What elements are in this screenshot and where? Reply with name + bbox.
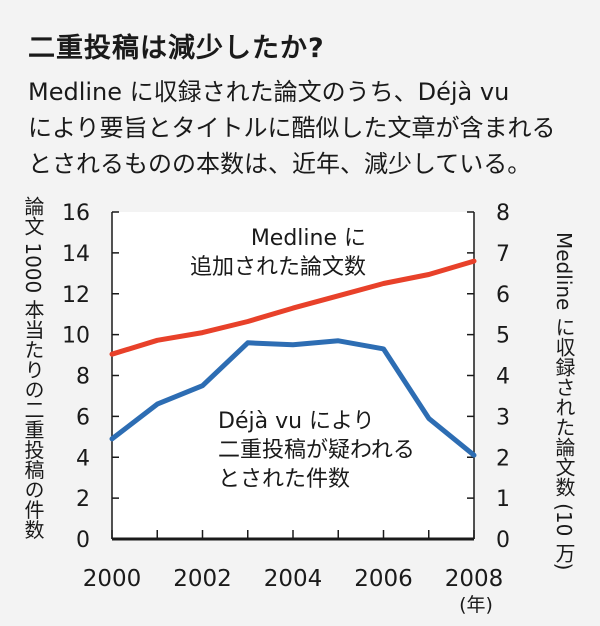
y-left-tick-label: 6 [76,405,90,430]
y-left-tick-label: 2 [76,487,90,512]
x-tick-label: 2006 [354,566,413,592]
y-right-tick-label: 4 [496,365,510,390]
red-series-label-line-2: 追加された論文数 [190,255,367,280]
red-series-label: Medline に 追加された論文数 [190,224,366,282]
y-left-tick-label: 10 [62,324,90,349]
y-right-tick-label: 1 [496,487,510,512]
red-series-label-line-1: Medline に [250,226,367,251]
y-right-tick-label: 5 [496,324,510,349]
y-left-tick-label: 16 [62,201,90,226]
y-right-tick-label: 6 [496,283,510,308]
y-axis-left-label: 論文 1000 本当たりの二重投稿の件数 [21,196,45,540]
y-axis-right-label: Medline に収録された論文数 (10 万) [552,232,576,571]
blue-series-label-line-3: とされた件数 [218,467,351,492]
y-left-tick-label: 12 [62,283,90,308]
description-line-2: により要旨とタイトルに酷似した文章が含まれる [28,114,556,142]
y-left-tick-label: 14 [62,242,90,267]
x-tick-label: 2002 [173,566,232,592]
x-tick-label: 2000 [83,566,142,592]
y-right-tick-label: 2 [496,446,510,471]
y-left-tick-label: 8 [76,365,90,390]
description-line-1: Medline に収録された論文のうち、Déjà vu [28,78,510,106]
series-line-medline [109,258,477,357]
description-line-3: とされるものの本数は、近年、減少している。 [28,150,532,178]
y-right-tick-label: 8 [496,201,510,226]
blue-series-label-line-2: 二重投稿が疑われる [218,438,415,463]
x-tick-label: 2008 [445,566,504,592]
series-line-dejavu [109,338,477,458]
blue-series-label-line-1: Déjà vu により [218,409,375,434]
x-axis-unit: (年) [459,594,493,616]
y-left-tick-label: 4 [76,446,90,471]
y-right-tick-label: 0 [496,528,510,553]
y-right-tick-label: 7 [496,242,510,267]
chart-title: 二重投稿は減少したか? [28,33,325,64]
blue-series-label: Déjà vu により 二重投稿が疑われる とされた件数 [218,407,415,494]
y-left-tick-label: 0 [76,528,90,553]
plot-area [112,212,474,539]
chart-description: Medline に収録された論文のうち、Déjà vu により要旨とタイトルに酷… [28,74,556,182]
y-right-tick-label: 3 [496,405,510,430]
x-tick-label: 2004 [264,566,323,592]
